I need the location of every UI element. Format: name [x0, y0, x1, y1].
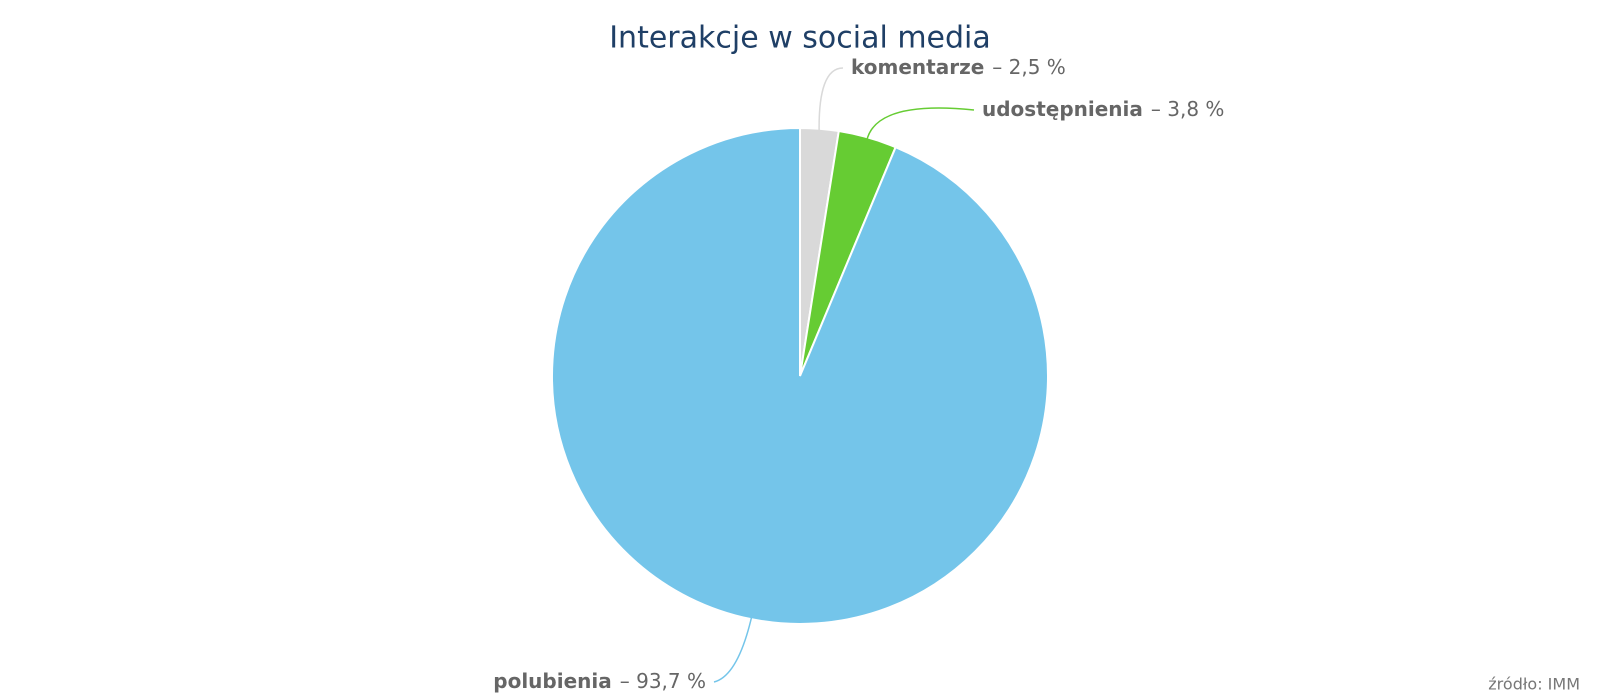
- value-label: – 3,8 %: [1151, 97, 1225, 121]
- data-label: udostępnienia – 3,8 %: [982, 97, 1224, 121]
- leader-line: [865, 107, 975, 142]
- leader-line: [818, 67, 844, 133]
- leader-line: [713, 615, 753, 683]
- data-label: polubienia – 93,7 %: [493, 669, 706, 693]
- data-label: komentarze – 2,5 %: [851, 55, 1066, 79]
- value-label: – 2,5 %: [992, 55, 1066, 79]
- category-name: udostępnienia: [982, 97, 1143, 121]
- chart-title: Interakcje w social media: [609, 21, 991, 56]
- category-name: komentarze: [851, 55, 984, 79]
- value-label: – 93,7 %: [620, 669, 706, 693]
- source: źródło: IMM: [1488, 675, 1580, 694]
- pie-slice: [551, 126, 1049, 625]
- category-name: polubienia: [493, 669, 611, 693]
